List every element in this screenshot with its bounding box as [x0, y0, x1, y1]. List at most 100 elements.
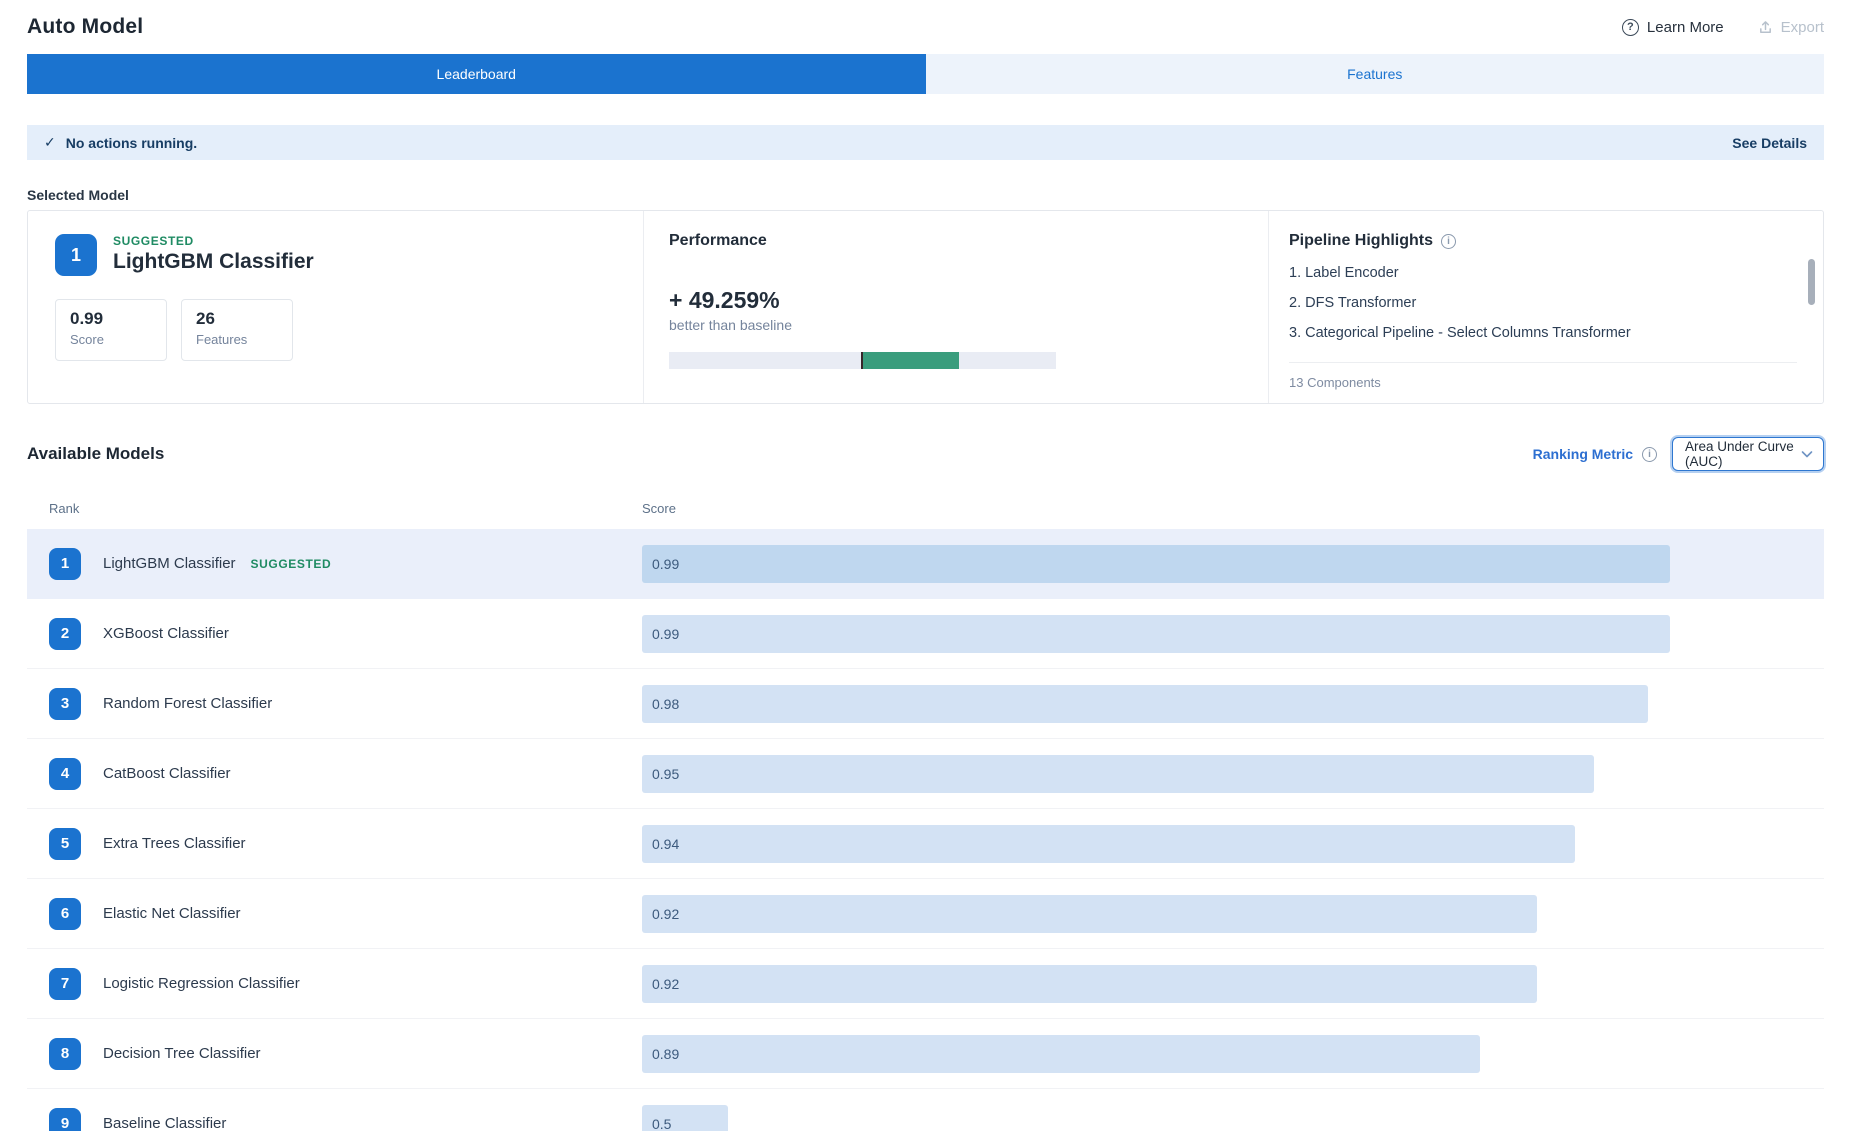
- score-bar: 0.89: [642, 1035, 1480, 1073]
- models-table: 1 LightGBM Classifier SUGGESTED 0.99 2 X…: [27, 529, 1824, 1131]
- performance-subtitle: better than baseline: [669, 317, 1268, 333]
- rank-badge: 3: [49, 688, 81, 720]
- table-row[interactable]: 4 CatBoost Classifier 0.95: [27, 739, 1824, 809]
- table-row[interactable]: 7 Logistic Regression Classifier 0.92: [27, 949, 1824, 1019]
- selected-model-card: 1 SUGGESTED LightGBM Classifier 0.99 Sco…: [27, 210, 1824, 404]
- features-stat-value: 26: [196, 309, 292, 329]
- ranking-metric-value: Area Under Curve (AUC): [1685, 439, 1801, 469]
- suggested-badge: SUGGESTED: [251, 557, 332, 571]
- table-row[interactable]: 1 LightGBM Classifier SUGGESTED 0.99: [27, 529, 1824, 599]
- auto-model-page: Auto Model ? Learn More Export Leaderboa…: [0, 0, 1851, 1131]
- score-bar: 0.5: [642, 1105, 728, 1131]
- learn-more-label: Learn More: [1647, 19, 1724, 36]
- table-row[interactable]: 8 Decision Tree Classifier 0.89: [27, 1019, 1824, 1089]
- score-stat-card: 0.99 Score: [55, 299, 167, 361]
- score-cell: 0.99: [642, 545, 1824, 583]
- score-stat-value: 0.99: [70, 309, 166, 329]
- topbar-actions: ? Learn More Export: [1622, 19, 1824, 36]
- score-value: 0.95: [642, 766, 679, 782]
- scrollbar-thumb[interactable]: [1808, 259, 1815, 305]
- pipeline-item: 3. Categorical Pipeline - Select Columns…: [1289, 325, 1797, 341]
- performance-title: Performance: [669, 232, 1268, 250]
- score-stat-label: Score: [70, 332, 166, 347]
- ranking-metric-label[interactable]: Ranking Metric: [1533, 446, 1633, 462]
- pipeline-item: 1. Label Encoder: [1289, 265, 1797, 281]
- score-value: 0.89: [642, 1046, 679, 1062]
- table-row[interactable]: 9 Baseline Classifier 0.5: [27, 1089, 1824, 1131]
- see-details-link[interactable]: See Details: [1732, 135, 1807, 151]
- rank-badge: 1: [49, 548, 81, 580]
- rank-badge: 2: [49, 618, 81, 650]
- check-icon: ✓: [44, 134, 56, 151]
- model-name: Random Forest Classifier: [103, 695, 272, 712]
- model-name: CatBoost Classifier: [103, 765, 231, 782]
- model-name: LightGBM Classifier: [103, 555, 236, 572]
- model-name: Elastic Net Classifier: [103, 905, 241, 922]
- learn-more-button[interactable]: ? Learn More: [1622, 19, 1724, 36]
- available-models-title: Available Models: [27, 444, 164, 464]
- table-row[interactable]: 3 Random Forest Classifier 0.98: [27, 669, 1824, 739]
- top-bar: Auto Model ? Learn More Export: [27, 0, 1824, 50]
- tab-leaderboard[interactable]: Leaderboard: [27, 54, 926, 94]
- tab-features[interactable]: Features: [926, 54, 1825, 94]
- pipeline-list: 1. Label Encoder 2. DFS Transformer 3. C…: [1289, 265, 1797, 341]
- score-bar: 0.94: [642, 825, 1575, 863]
- model-name: Decision Tree Classifier: [103, 1045, 261, 1062]
- table-row[interactable]: 5 Extra Trees Classifier 0.94: [27, 809, 1824, 879]
- rank-badge: 1: [55, 234, 97, 276]
- score-value: 0.92: [642, 976, 679, 992]
- rank-cell: 1 LightGBM Classifier SUGGESTED: [27, 548, 642, 580]
- rank-cell: 6 Elastic Net Classifier: [27, 898, 642, 930]
- score-column-header: Score: [642, 501, 676, 516]
- tab-bar: Leaderboard Features: [27, 54, 1824, 94]
- score-value: 0.94: [642, 836, 679, 852]
- features-stat-card: 26 Features: [181, 299, 293, 361]
- rank-badge: 9: [49, 1108, 81, 1131]
- export-button[interactable]: Export: [1758, 19, 1824, 36]
- info-icon[interactable]: i: [1441, 234, 1456, 249]
- table-header: Rank Score: [27, 501, 1824, 529]
- model-name: Baseline Classifier: [103, 1115, 226, 1131]
- rank-column-header: Rank: [27, 501, 642, 516]
- selected-model-summary: 1 SUGGESTED LightGBM Classifier 0.99 Sco…: [28, 211, 643, 403]
- rank-cell: 2 XGBoost Classifier: [27, 618, 642, 650]
- selected-model-label: Selected Model: [27, 187, 1824, 203]
- score-cell: 0.95: [642, 755, 1824, 793]
- available-models-header: Available Models Ranking Metric i Area U…: [27, 437, 1824, 471]
- score-bar: 0.92: [642, 895, 1537, 933]
- baseline-marker: [861, 352, 863, 369]
- page-title: Auto Model: [27, 15, 143, 39]
- chevron-down-icon: [1801, 450, 1813, 458]
- score-value: 0.99: [642, 626, 679, 642]
- status-banner: ✓ No actions running. See Details: [27, 125, 1824, 160]
- score-value: 0.92: [642, 906, 679, 922]
- score-value: 0.99: [642, 556, 679, 572]
- rank-cell: 4 CatBoost Classifier: [27, 758, 642, 790]
- divider: [1289, 362, 1797, 363]
- rank-cell: 7 Logistic Regression Classifier: [27, 968, 642, 1000]
- status-message: No actions running.: [66, 135, 197, 151]
- help-icon: ?: [1622, 19, 1639, 36]
- score-bar: 0.99: [642, 615, 1670, 653]
- performance-fill: [861, 352, 959, 369]
- score-cell: 0.98: [642, 685, 1824, 723]
- features-stat-label: Features: [196, 332, 292, 347]
- performance-panel: Performance + 49.259% better than baseli…: [643, 211, 1268, 403]
- pipeline-panel: Pipeline Highlights i 1. Label Encoder 2…: [1268, 211, 1823, 403]
- rank-badge: 4: [49, 758, 81, 790]
- performance-bar: [669, 352, 1056, 369]
- rank-cell: 9 Baseline Classifier: [27, 1108, 642, 1131]
- score-value: 0.98: [642, 696, 679, 712]
- ranking-metric-select[interactable]: Area Under Curve (AUC): [1672, 437, 1824, 471]
- table-row[interactable]: 2 XGBoost Classifier 0.99: [27, 599, 1824, 669]
- table-row[interactable]: 6 Elastic Net Classifier 0.92: [27, 879, 1824, 949]
- score-cell: 0.99: [642, 615, 1824, 653]
- model-name: Logistic Regression Classifier: [103, 975, 300, 992]
- score-value: 0.5: [642, 1116, 671, 1131]
- score-bar: 0.95: [642, 755, 1594, 793]
- pipeline-title: Pipeline Highlights: [1289, 232, 1433, 250]
- score-cell: 0.89: [642, 1035, 1824, 1073]
- score-cell: 0.5: [642, 1105, 1824, 1131]
- info-icon[interactable]: i: [1642, 447, 1657, 462]
- suggested-badge: SUGGESTED: [113, 234, 314, 248]
